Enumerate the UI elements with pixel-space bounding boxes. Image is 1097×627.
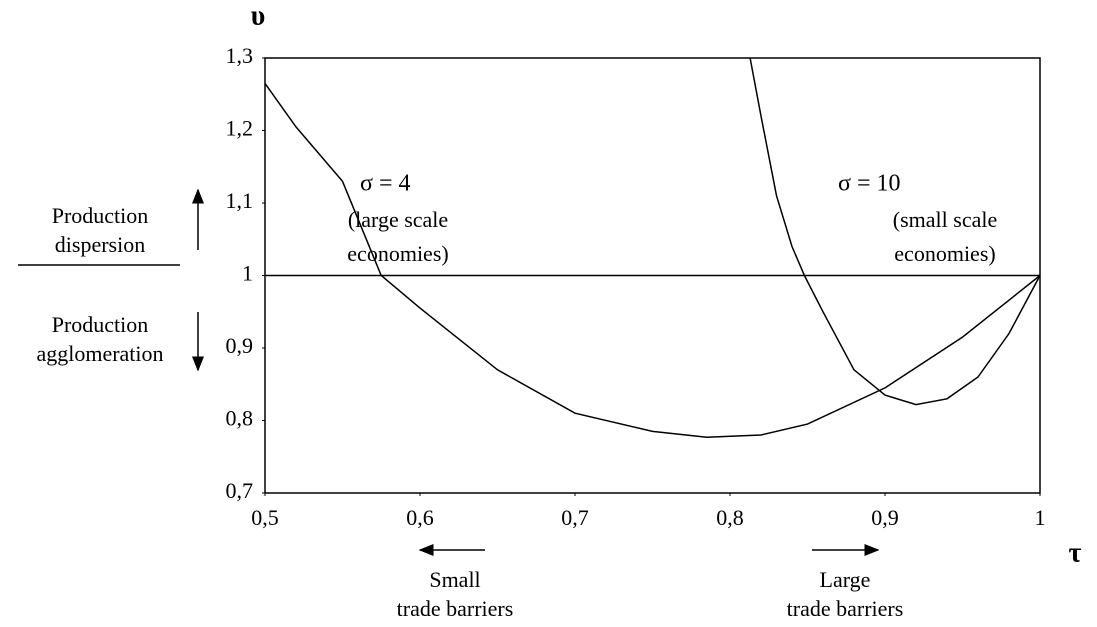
- y-tick-label: 1,2: [226, 116, 254, 141]
- annotation: trade barriers: [397, 596, 514, 621]
- x-tick-label: 0,5: [251, 505, 279, 530]
- annotation: agglomeration: [36, 341, 163, 366]
- annotation: Large: [820, 567, 871, 592]
- annotation: trade barriers: [787, 596, 904, 621]
- x-tick-label: 1: [1035, 505, 1046, 530]
- y-tick-label: 0,9: [226, 333, 254, 358]
- series-label: σ = 10: [838, 171, 900, 197]
- y-tick-label: 1,3: [226, 43, 254, 68]
- annotation: Small: [429, 567, 480, 592]
- series-label: σ = 4: [360, 171, 410, 197]
- series-note: economies): [347, 241, 448, 266]
- series-line: [264, 82, 1041, 438]
- x-tick-label: 0,9: [871, 505, 899, 530]
- y-axis-label: υ: [251, 0, 266, 31]
- series-line: [749, 57, 1041, 406]
- x-tick-label: 0,6: [406, 505, 434, 530]
- x-axis-label: τ: [1069, 537, 1082, 568]
- y-tick-label: 1,1: [226, 188, 254, 213]
- series-note: economies): [894, 241, 995, 266]
- series-note: (large scale: [348, 207, 448, 232]
- y-tick-label: 0,7: [226, 478, 254, 503]
- annotation: dispersion: [55, 232, 145, 257]
- x-tick-label: 0,7: [561, 505, 589, 530]
- annotation: Production: [52, 312, 149, 337]
- x-tick-label: 0,8: [716, 505, 744, 530]
- annotation: Production: [52, 203, 149, 228]
- y-tick-label: 0,8: [226, 406, 254, 431]
- y-tick-label: 1: [242, 261, 253, 286]
- series-note: (small scale: [893, 207, 997, 232]
